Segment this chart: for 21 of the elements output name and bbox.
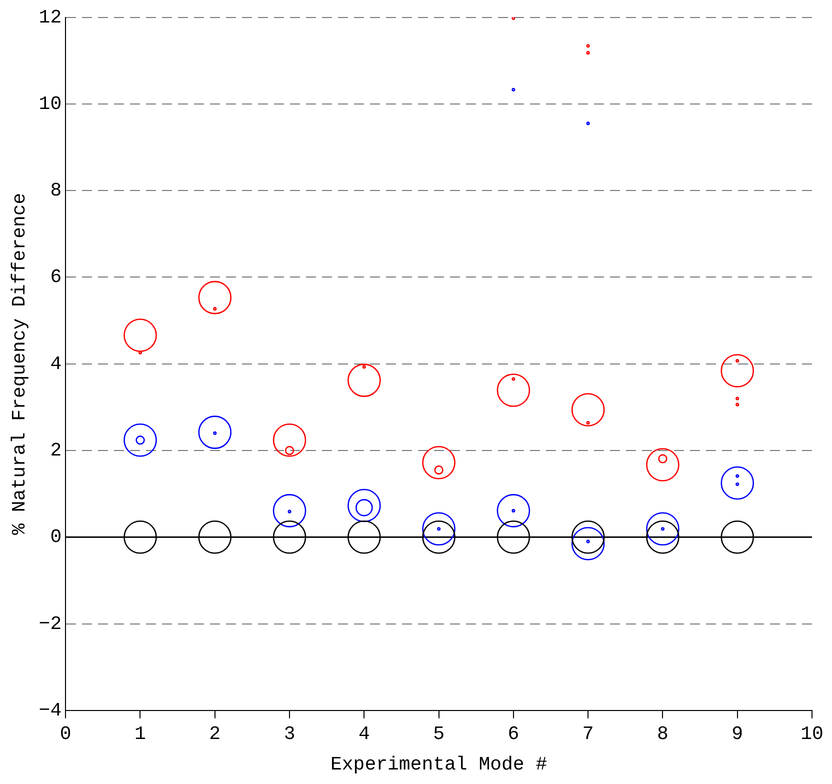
y-tick-label: 2 — [50, 440, 62, 462]
y-tick-label: 10 — [38, 92, 62, 115]
x-axis-title: Experimental Mode # — [330, 754, 548, 776]
y-tick-label: 4 — [50, 352, 62, 375]
x-tick-label: 6 — [508, 722, 520, 745]
x-tick-label: 5 — [433, 722, 445, 745]
y-tick-label: −4 — [38, 699, 62, 722]
y-tick-label: 0 — [50, 526, 62, 548]
x-tick-label: 1 — [134, 722, 146, 745]
x-tick-label: 10 — [800, 722, 824, 745]
y-tick-label: 8 — [50, 180, 62, 202]
y-tick-label: −2 — [38, 612, 62, 635]
y-axis-title: % Natural Frequency Difference — [8, 192, 30, 535]
x-tick-label: 7 — [582, 722, 594, 745]
x-tick-label: 2 — [209, 722, 221, 745]
x-tick-label: 3 — [284, 722, 296, 745]
y-tick-label: 6 — [50, 266, 62, 288]
x-tick-label: 8 — [657, 722, 668, 745]
y-tick-label: 12 — [38, 6, 62, 28]
x-tick-label: 9 — [732, 722, 744, 745]
x-tick-label: 4 — [358, 722, 370, 745]
